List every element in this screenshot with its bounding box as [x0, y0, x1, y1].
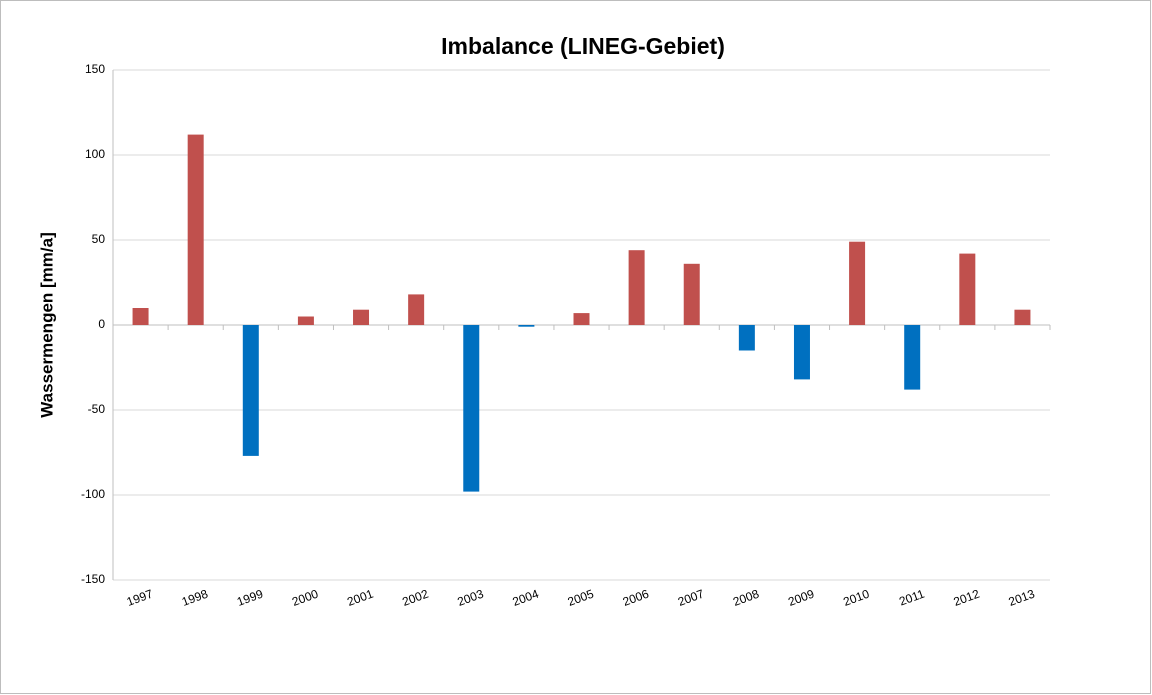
bar	[463, 325, 480, 492]
bar	[849, 241, 866, 325]
bar	[408, 294, 425, 325]
bar	[187, 134, 204, 325]
bar	[628, 250, 645, 325]
bar	[1014, 309, 1031, 325]
bar	[683, 263, 700, 325]
bar	[738, 325, 755, 351]
y-tick-label: 50	[92, 232, 106, 246]
y-tick-label: 150	[85, 62, 105, 76]
y-tick-label: 0	[98, 317, 105, 331]
bar	[904, 325, 921, 390]
chart-title: Imbalance (LINEG-Gebiet)	[441, 33, 725, 59]
y-tick-label: -50	[88, 402, 106, 416]
bar	[297, 316, 314, 325]
bar	[793, 325, 810, 380]
y-tick-label: -100	[81, 487, 105, 501]
bar	[132, 308, 149, 325]
y-tick-label: -150	[81, 572, 105, 586]
bar	[353, 309, 370, 325]
bar	[573, 313, 590, 325]
y-tick-label: 100	[85, 147, 105, 161]
y-axis-label: Wassermengen [mm/a]	[37, 232, 56, 417]
bar	[959, 253, 976, 325]
bar	[518, 325, 535, 327]
bar	[242, 325, 259, 456]
